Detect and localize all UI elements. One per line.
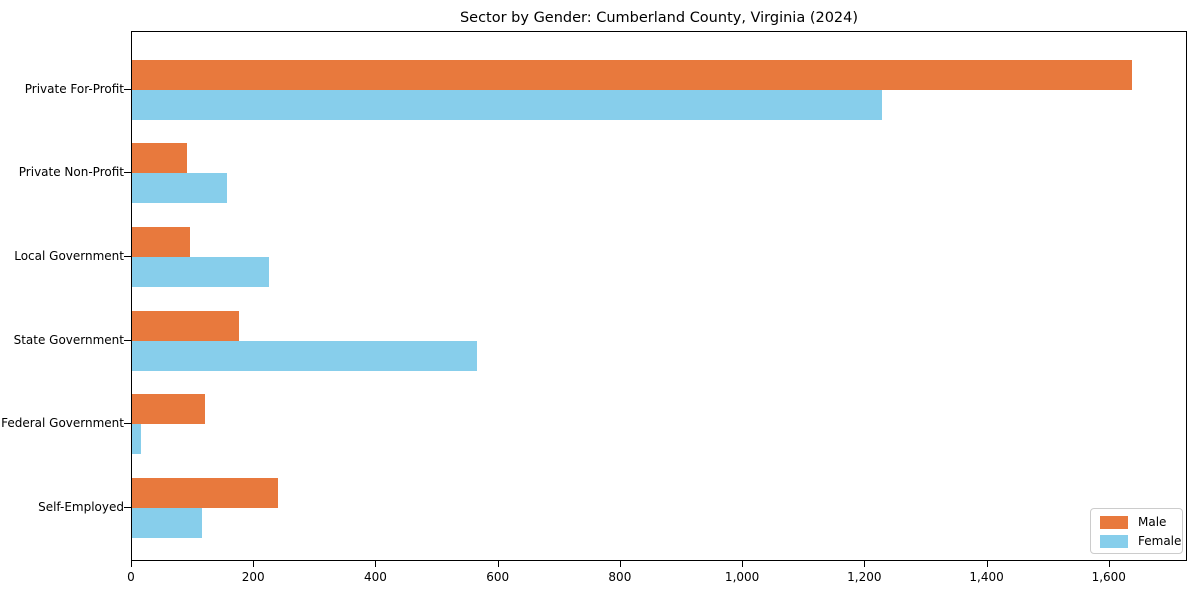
y-tick-mark (124, 507, 131, 508)
y-tick-label: Federal Government (1, 416, 124, 431)
bar-male-4 (132, 394, 206, 425)
x-tick-label: 1,400 (969, 570, 1004, 584)
bar-female-1 (132, 173, 227, 204)
y-tick-label: Local Government (14, 249, 124, 264)
y-tick-mark (124, 88, 131, 90)
x-tick-mark (131, 561, 132, 567)
bar-male-2 (132, 227, 190, 258)
bar-female-3 (132, 340, 477, 371)
x-tick-mark (253, 561, 255, 567)
y-tick-mark (124, 339, 131, 341)
chart-title: Sector by Gender: Cumberland County, Vir… (459, 10, 859, 26)
x-tick-label: 400 (363, 570, 387, 584)
bar-male-3 (132, 310, 239, 341)
y-tick-mark (124, 172, 131, 174)
x-tick-label: 200 (241, 570, 265, 584)
x-tick-mark (375, 561, 377, 567)
x-tick-mark (742, 561, 744, 567)
bar-female-0 (132, 89, 883, 120)
x-tick-label: 1,600 (1091, 570, 1126, 584)
y-tick-label: Self-Employed (38, 500, 124, 514)
bar-female-2 (132, 257, 270, 288)
x-tick-label: 1,000 (724, 570, 760, 584)
legend-item-female: Female (1100, 535, 1182, 548)
bar-female-5 (132, 508, 203, 538)
x-tick-mark (619, 561, 621, 567)
legend-item-male: Male (1100, 516, 1182, 529)
legend-swatch-male (1100, 516, 1128, 529)
x-tick-mark (497, 561, 499, 567)
x-tick-label: 800 (608, 570, 632, 584)
x-tick-label: 0 (127, 570, 135, 584)
x-tick-mark (1108, 561, 1110, 567)
x-tick-label: 600 (486, 570, 510, 584)
bar-male-0 (132, 59, 1133, 90)
y-tick-label: Private For-Profit (24, 81, 124, 96)
y-tick-mark (124, 256, 131, 258)
y-tick-label: Private Non-Profit (18, 165, 124, 180)
legend-swatch-female (1100, 535, 1128, 548)
x-tick-mark (864, 561, 866, 567)
x-tick-label: 1,200 (847, 570, 882, 584)
bar-female-4 (132, 424, 142, 455)
legend: Male Female (1090, 508, 1183, 554)
y-tick-mark (124, 423, 131, 425)
bar-male-1 (132, 143, 187, 174)
x-tick-mark (986, 561, 988, 567)
legend-label: Male (1138, 515, 1167, 529)
bar-male-5 (132, 478, 279, 508)
legend-label: Female (1138, 534, 1182, 548)
y-tick-label: State Government (13, 332, 124, 347)
plot-area (131, 31, 1187, 561)
